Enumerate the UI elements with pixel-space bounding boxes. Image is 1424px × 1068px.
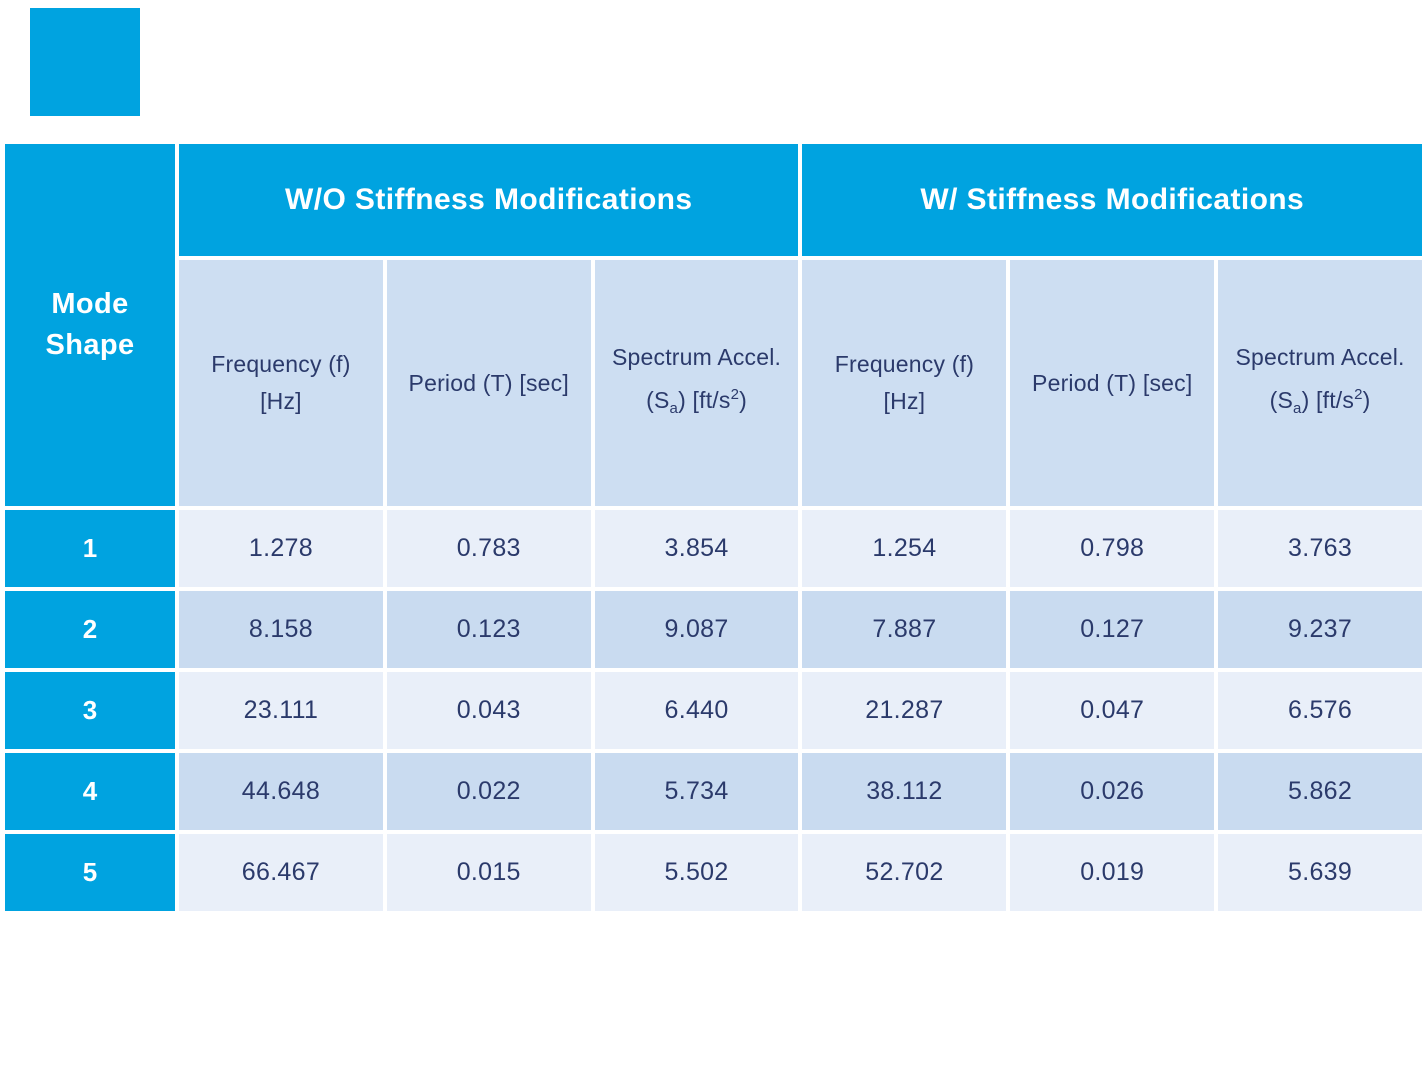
value-cell: 6.440 bbox=[594, 672, 799, 749]
value-cell: 3.854 bbox=[594, 510, 799, 587]
mode-shape-header-cell: Mode Shape bbox=[5, 144, 175, 506]
col-header-w-frequency: Frequency (f) [Hz] bbox=[802, 260, 1007, 506]
value-cell: 9.237 bbox=[1218, 591, 1422, 668]
value-cell: 44.648 bbox=[179, 753, 383, 830]
value-cell: 38.112 bbox=[802, 753, 1007, 830]
mode-cell: 5 bbox=[5, 834, 175, 911]
value-cell: 21.287 bbox=[802, 672, 1007, 749]
superscript-2: 2 bbox=[730, 386, 740, 403]
mode-shape-line1: Mode bbox=[51, 288, 129, 320]
group-header-without-mods: W/O Stiffness Modifications bbox=[179, 144, 799, 256]
value-cell: 0.015 bbox=[386, 834, 591, 911]
modal-analysis-table: Mode Shape W/O Stiffness Modifications W… bbox=[5, 144, 1422, 911]
value-cell: 0.043 bbox=[386, 672, 591, 749]
col-header-wo-period: Period (T) [sec] bbox=[386, 260, 591, 506]
value-cell: 0.123 bbox=[386, 591, 591, 668]
value-cell: 66.467 bbox=[179, 834, 383, 911]
value-cell: 0.026 bbox=[1010, 753, 1215, 830]
subscript-a: a bbox=[1293, 400, 1302, 417]
value-cell: 52.702 bbox=[802, 834, 1007, 911]
value-cell: 5.639 bbox=[1218, 834, 1422, 911]
value-cell: 0.047 bbox=[1010, 672, 1215, 749]
col-header-w-spectrum-accel: Spectrum Accel. (Sa) [ft/s2) bbox=[1218, 260, 1422, 506]
value-cell: 6.576 bbox=[1218, 672, 1422, 749]
value-cell: 0.019 bbox=[1010, 834, 1215, 911]
sa-units-line: (Sa) [ft/s2) bbox=[646, 386, 747, 417]
col-header-wo-spectrum-accel: Spectrum Accel. (Sa) [ft/s2) bbox=[594, 260, 799, 506]
value-cell: 5.862 bbox=[1218, 753, 1422, 830]
value-cell: 23.111 bbox=[179, 672, 383, 749]
mode-cell: 3 bbox=[5, 672, 175, 749]
value-cell: 0.127 bbox=[1010, 591, 1215, 668]
value-cell: 3.763 bbox=[1218, 510, 1422, 587]
value-cell: 5.502 bbox=[594, 834, 799, 911]
value-cell: 1.254 bbox=[802, 510, 1007, 587]
value-cell: 0.798 bbox=[1010, 510, 1215, 587]
value-cell: 8.158 bbox=[179, 591, 383, 668]
value-cell: 9.087 bbox=[594, 591, 799, 668]
col-header-wo-frequency: Frequency (f) [Hz] bbox=[179, 260, 383, 506]
subscript-a: a bbox=[669, 400, 679, 417]
value-cell: 0.783 bbox=[386, 510, 591, 587]
sa-units-line: (Sa) [ft/s2) bbox=[1269, 386, 1371, 417]
superscript-2: 2 bbox=[1354, 386, 1363, 403]
col-header-w-period: Period (T) [sec] bbox=[1010, 260, 1215, 506]
mode-shape-line2: Shape bbox=[45, 329, 135, 361]
corner-accent-square bbox=[30, 8, 140, 116]
value-cell: 7.887 bbox=[802, 591, 1007, 668]
value-cell: 5.734 bbox=[594, 753, 799, 830]
value-cell: 0.022 bbox=[386, 753, 591, 830]
value-cell: 1.278 bbox=[179, 510, 383, 587]
group-header-with-mods: W/ Stiffness Modifications bbox=[802, 144, 1422, 256]
mode-cell: 2 bbox=[5, 591, 175, 668]
mode-cell: 1 bbox=[5, 510, 175, 587]
mode-cell: 4 bbox=[5, 753, 175, 830]
